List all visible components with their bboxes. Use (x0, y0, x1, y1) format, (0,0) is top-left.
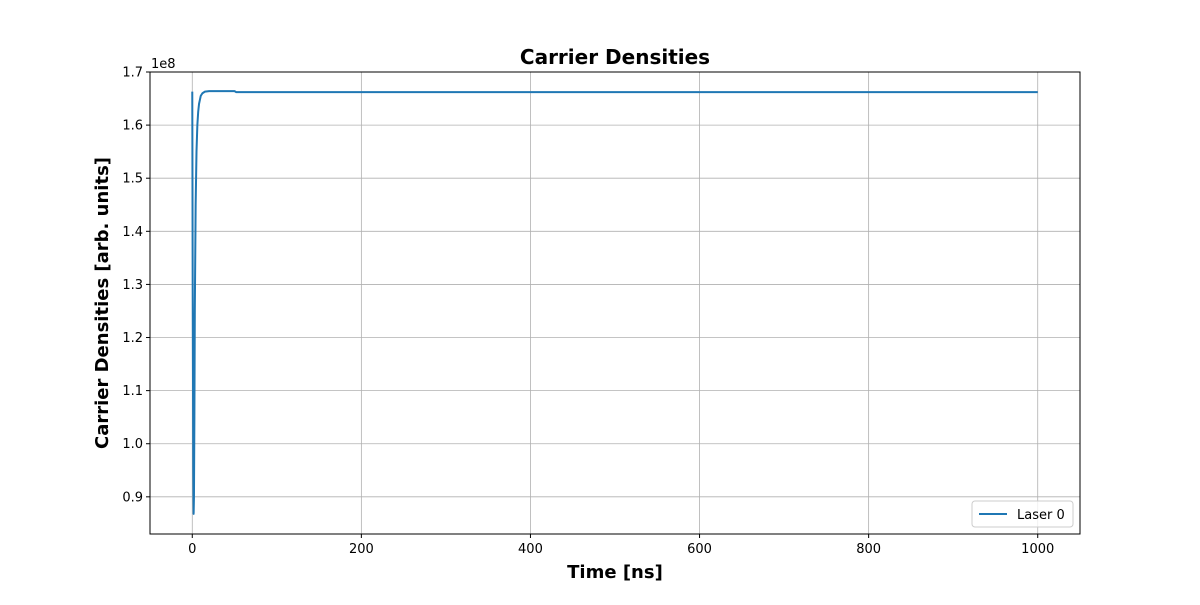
x-tick-label: 800 (856, 542, 881, 557)
y-tick-label: 1.6 (122, 119, 143, 134)
x-tick-label: 200 (349, 542, 374, 557)
legend: Laser 0 (971, 500, 1074, 528)
chart-title: Carrier Densities (520, 45, 710, 69)
y-tick-label: 0.9 (122, 490, 143, 505)
legend-box (971, 500, 1074, 528)
y-axis-label: Carrier Densities [arb. units] (92, 157, 113, 449)
x-tick-label: 1000 (1021, 542, 1054, 557)
y-tick-label: 1.5 (122, 172, 143, 187)
series-line-laser-0 (191, 90, 1038, 515)
y-tick-label: 1.2 (122, 331, 143, 346)
legend-label-laser-0: Laser 0 (1017, 508, 1065, 523)
plot-layer (191, 90, 1038, 515)
x-tick-label: 0 (188, 542, 196, 557)
y-tick-label: 1.0 (122, 437, 143, 452)
y-tick-label: 1.1 (122, 384, 143, 399)
x-axis-label: Time [ns] (567, 562, 663, 583)
tick-layer: 0 200 400 600 800 1000 0.9 1.0 1.1 1.2 1.3 1.4 1.5 1.… (122, 66, 1054, 558)
y-tick-label: 1.7 (122, 66, 143, 81)
x-tick-label: 400 (518, 542, 543, 557)
y-tick-label: 1.4 (122, 225, 143, 240)
x-tick-label: 600 (687, 542, 712, 557)
y-offset-label: 1e8 (151, 57, 176, 72)
grid-layer (150, 71, 1080, 534)
y-tick-label: 1.3 (122, 278, 143, 293)
plot-area-frame (149, 71, 1081, 535)
